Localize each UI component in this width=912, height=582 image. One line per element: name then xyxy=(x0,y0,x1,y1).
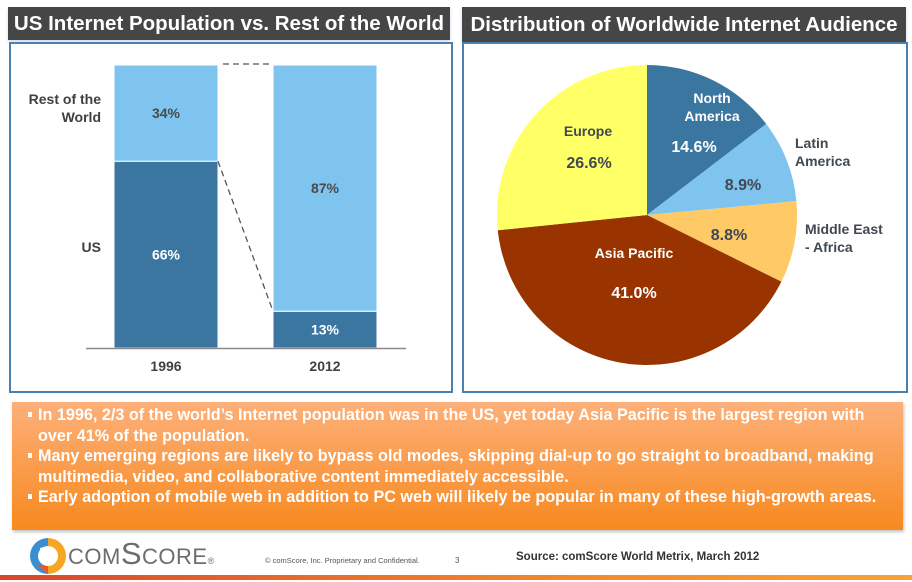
insight-bullet: Many emerging regions are likely to bypa… xyxy=(28,446,895,487)
pie-slice-label: Europe xyxy=(564,123,612,139)
copyright-notice: © comScore, Inc. Proprietary and Confide… xyxy=(265,556,420,565)
pie-slice-value: 14.6% xyxy=(671,139,716,156)
bullet-square-icon xyxy=(28,412,32,417)
pie-slice-value: 41.0% xyxy=(611,285,656,302)
slide-footer: comScore® © comScore, Inc. Proprietary a… xyxy=(0,532,912,582)
pie-slice-label: Asia Pacific xyxy=(595,245,674,261)
bullet-square-icon xyxy=(28,453,32,458)
pie-slice-label: America xyxy=(795,153,850,169)
bar-segment-rest-of-the-world-1996 xyxy=(113,64,219,162)
series-label-us: US xyxy=(82,239,101,255)
x-axis-tick-label: 2012 xyxy=(309,358,340,374)
key-insights-callout: In 1996, 2/3 of the world’s Internet pop… xyxy=(12,402,903,530)
pie-chart-title: Distribution of Worldwide Internet Audie… xyxy=(462,7,906,42)
bar-data-label: 13% xyxy=(311,322,340,338)
pie-slice-label: North xyxy=(693,90,730,106)
bar-segment-us-2012 xyxy=(272,310,378,349)
x-axis-tick-label: 1996 xyxy=(150,358,181,374)
bullet-square-icon xyxy=(28,494,32,499)
footer-accent-line xyxy=(0,575,912,580)
comscore-logo-text: comScore® xyxy=(68,536,215,571)
bar-data-label: 66% xyxy=(152,247,181,263)
pie-slice-label: - Africa xyxy=(805,239,853,255)
pie-slice-value: 26.6% xyxy=(566,155,611,172)
insight-bullet: In 1996, 2/3 of the world’s Internet pop… xyxy=(28,405,895,446)
pie-chart: North America 14.6% Latin America 8.9% Middle … xyxy=(497,65,883,365)
stacked-bar-chart: 66% 34% 1996 13% 87% 2012 US Rest of the World xyxy=(29,63,406,374)
connector-line-us xyxy=(217,160,274,312)
pie-slice-latin-america xyxy=(647,123,797,215)
pie-slice-label: Latin xyxy=(795,135,828,151)
series-label-rest-of-the-world: World xyxy=(62,109,101,125)
insight-bullet: Early adoption of mobile web in addition… xyxy=(28,487,895,508)
pie-slice-europe xyxy=(497,65,647,231)
pie-slice-label: America xyxy=(684,108,739,124)
pie-slice-value: 8.9% xyxy=(725,177,761,194)
bar-chart-title: US Internet Population vs. Rest of the W… xyxy=(8,7,450,40)
bar-data-label: 87% xyxy=(311,180,340,196)
series-label-rest-of-the-world: Rest of the xyxy=(29,91,102,107)
pie-slice-asia-pacific xyxy=(497,215,782,365)
bar-segment-rest-of-the-world-2012 xyxy=(272,64,378,312)
page-number: 3 xyxy=(455,556,460,565)
pie-slice-label: Middle East xyxy=(805,221,883,237)
pie-slice-middle-east-africa xyxy=(647,201,797,282)
comscore-logo-icon xyxy=(30,538,66,574)
pie-slice-north-america xyxy=(647,65,767,215)
pie-slice-value: 8.8% xyxy=(711,227,747,244)
source-note: Source: comScore World Metrix, March 201… xyxy=(516,551,760,563)
bar-chart-panel xyxy=(9,42,453,393)
bar-data-label: 34% xyxy=(152,105,181,121)
